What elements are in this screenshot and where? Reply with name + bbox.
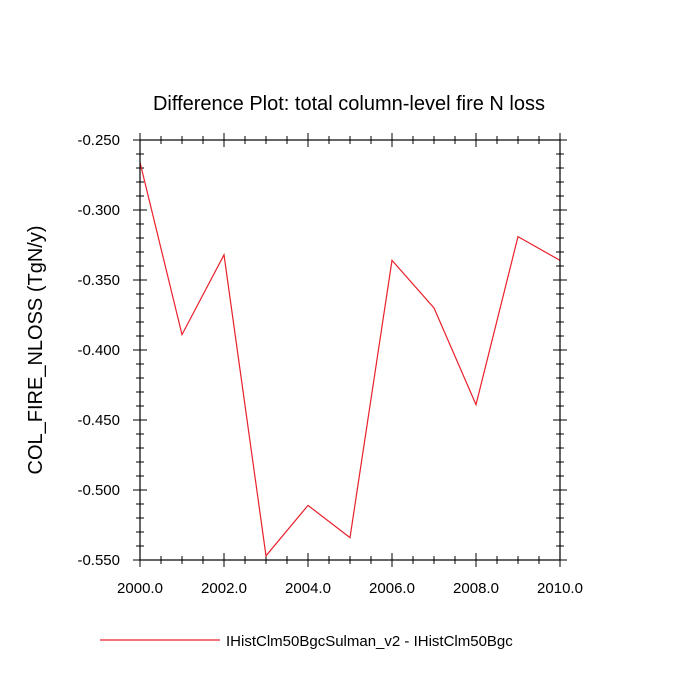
x-tick-labels: 2000.0 2002.0 2004.0 2006.0 2008.0 2010.0	[117, 580, 583, 597]
y-tick-label: -0.550	[77, 552, 120, 569]
y-tick-label: -0.450	[77, 412, 120, 429]
y-axis-label: COL_FIRE_NLOSS (TgN/y)	[25, 226, 47, 475]
x-tick-label: 2008.0	[453, 580, 499, 597]
legend-label: IHistClm50BgcSulman_v2 - IHistClm50Bgc	[226, 633, 513, 650]
y-tick-label: -0.350	[77, 272, 120, 289]
chart-title: Difference Plot: total column-level fire…	[153, 93, 545, 115]
y-tick-labels: -0.250 -0.300 -0.350 -0.400 -0.450 -0.500 -0.5…	[77, 132, 120, 569]
x-tick-label: 2002.0	[201, 580, 247, 597]
series-line	[139, 162, 561, 558]
series-lines	[139, 162, 561, 558]
y-tick-label: -0.400	[77, 342, 120, 359]
y-tick-label: -0.500	[77, 482, 120, 499]
plot-frame	[139, 139, 561, 561]
major-ticks	[133, 133, 567, 567]
minor-ticks	[136, 136, 564, 564]
legend: IHistClm50BgcSulman_v2 - IHistClm50Bgc	[100, 633, 513, 650]
x-tick-label: 2010.0	[537, 580, 583, 597]
y-tick-label: -0.250	[77, 132, 120, 149]
y-tick-label: -0.300	[77, 202, 120, 219]
x-tick-label: 2006.0	[369, 580, 415, 597]
x-tick-label: 2000.0	[117, 580, 163, 597]
x-tick-label: 2004.0	[285, 580, 331, 597]
